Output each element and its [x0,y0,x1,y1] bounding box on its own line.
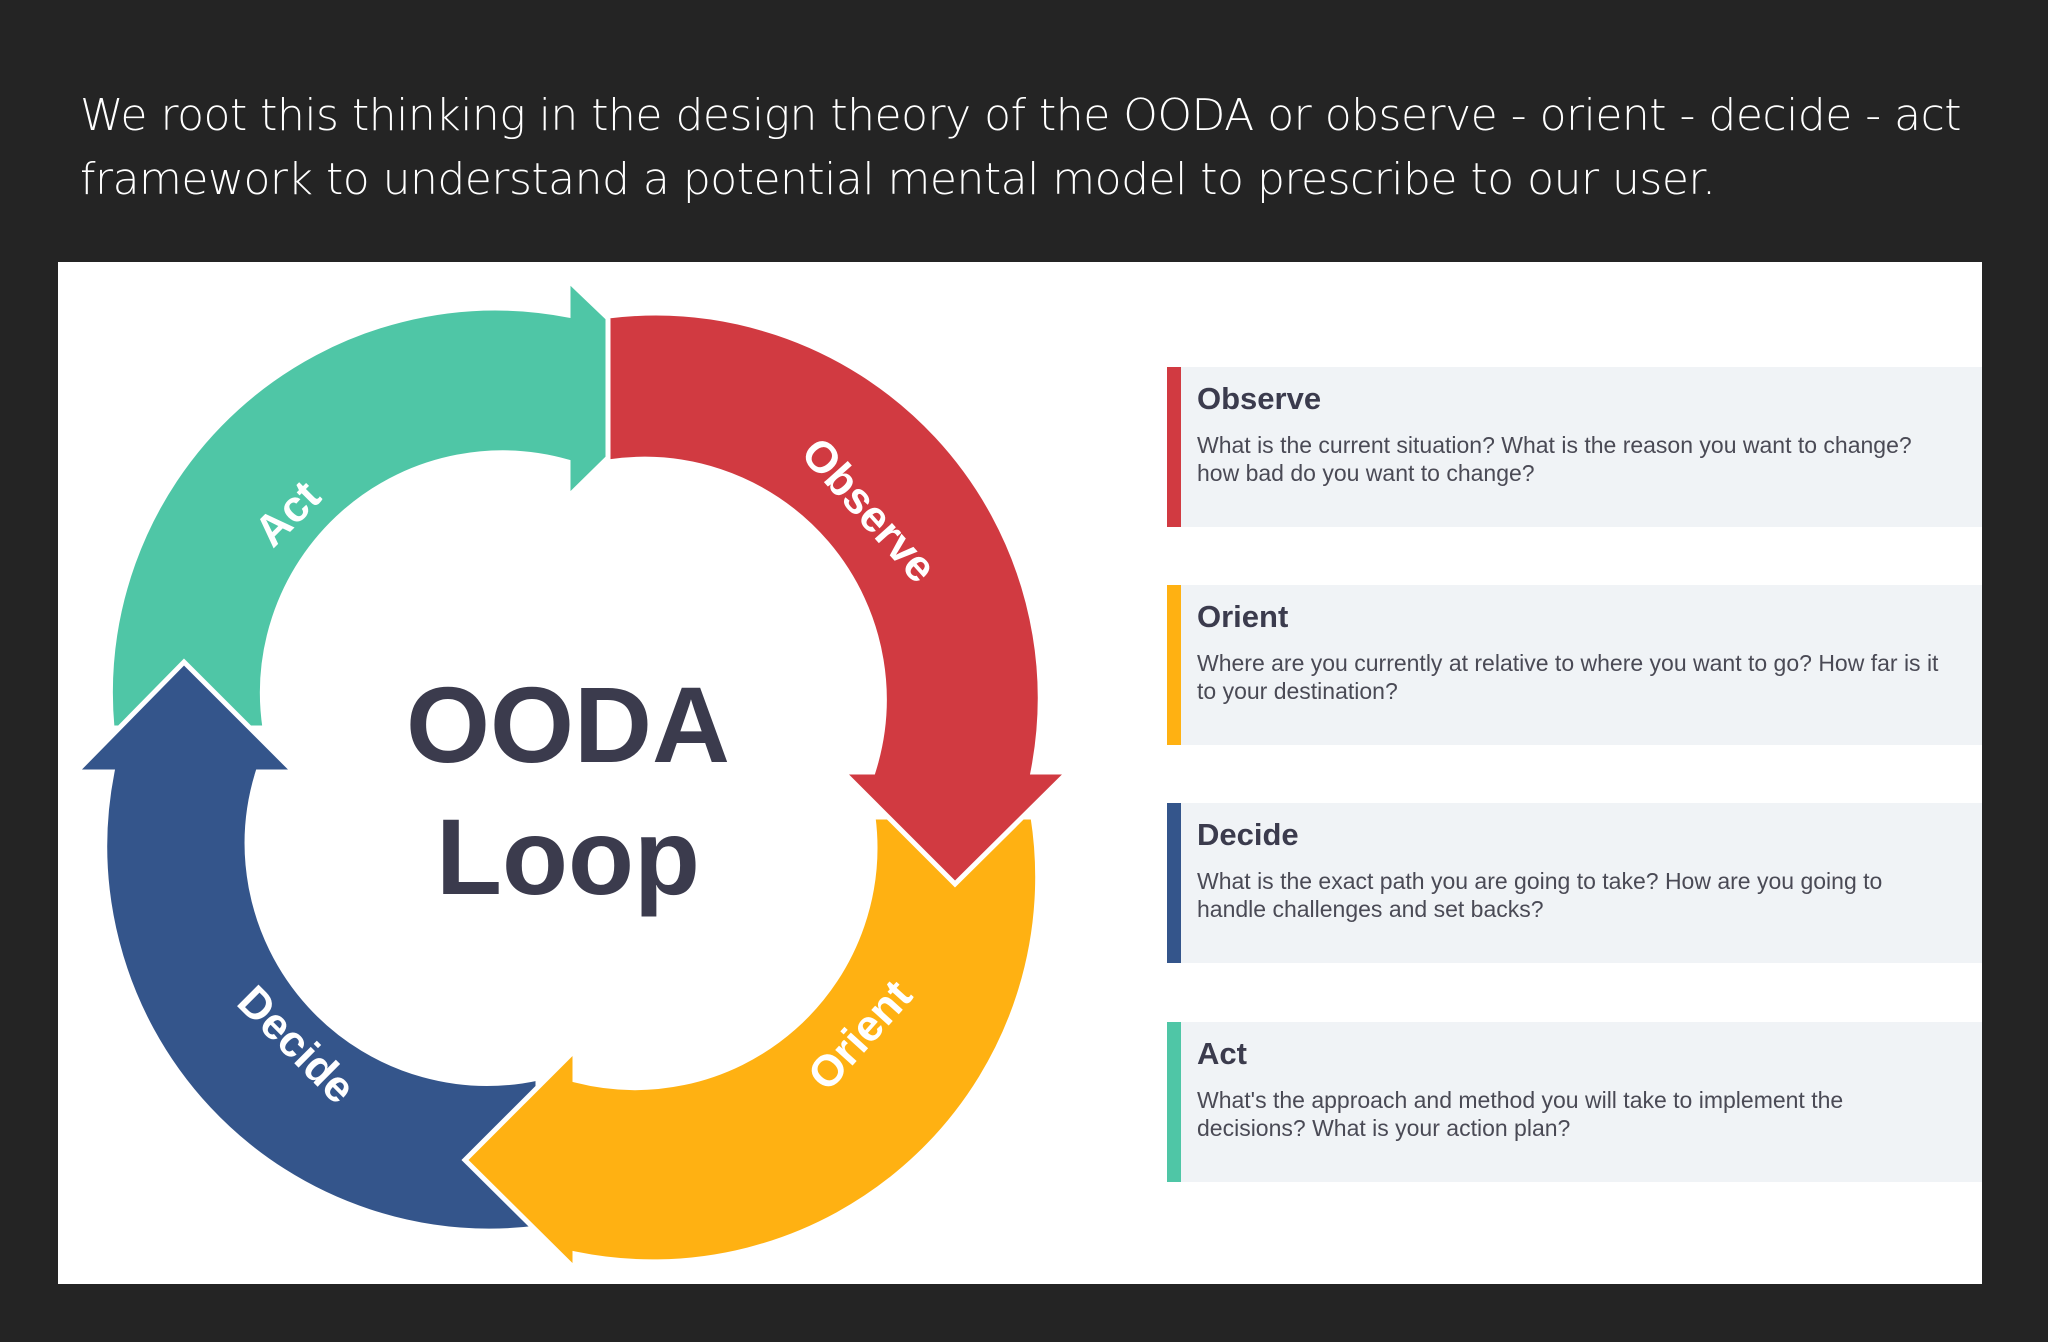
card-act: Act What's the approach and method you w… [1167,1022,1982,1182]
card-decide: Decide What is the exact path you are go… [1167,803,1982,963]
card-desc-decide: What is the exact path you are going to … [1197,868,1883,922]
arc-orient [461,814,1041,1275]
card-observe: Observe What is the current situation? W… [1167,367,1982,527]
arc-act [107,274,684,731]
card-desc-act: What's the approach and method you will … [1197,1087,1844,1141]
card-title-observe: Observe [1197,381,1322,416]
card-orient: Orient Where are you currently at relati… [1167,585,1982,745]
arc-decide [70,658,541,1234]
intro-text: We root this thinking in the design theo… [80,90,1962,205]
ooda-loop-diagram: Observe Orient Decide Act OODA Loop [70,274,1068,1275]
center-title-line1: OODA [406,664,730,785]
card-title-orient: Orient [1197,599,1289,634]
center-title-line2: Loop [436,796,700,917]
card-title-decide: Decide [1197,817,1299,852]
ooda-figure: Observe Orient Decide Act OODA Loop Obse… [58,262,1982,1284]
card-title-act: Act [1197,1036,1247,1071]
card-desc-orient: Where are you currently at relative to w… [1197,650,1939,704]
arc-observe [605,310,1068,888]
card-desc-observe: What is the current situation? What is t… [1197,432,1912,486]
